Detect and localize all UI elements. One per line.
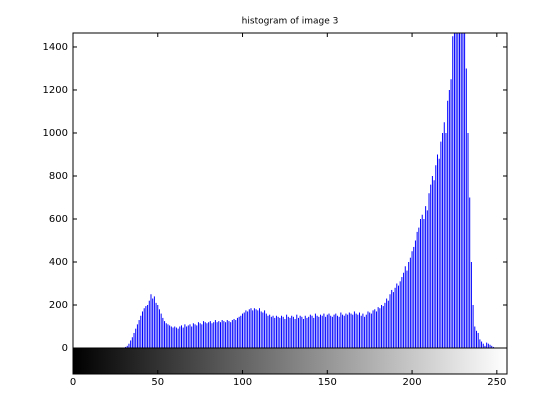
bars bbox=[123, 33, 494, 348]
y-tick-label: 1400 bbox=[43, 42, 68, 53]
x-tick-label: 200 bbox=[403, 377, 422, 388]
axes-frame bbox=[72, 32, 508, 375]
x-tick-label: 150 bbox=[318, 377, 337, 388]
x-tick-label: 50 bbox=[151, 377, 164, 388]
x-tick-label: 0 bbox=[70, 377, 76, 388]
y-tick-label: 200 bbox=[49, 300, 68, 311]
colorbar bbox=[73, 348, 507, 374]
y-tick-label: 1000 bbox=[43, 128, 68, 139]
plot-area bbox=[73, 33, 507, 348]
y-tick-label: 0 bbox=[62, 343, 68, 354]
x-tick-label: 100 bbox=[233, 377, 252, 388]
chart-title: histogram of image 3 bbox=[242, 17, 339, 27]
y-tick-label: 600 bbox=[49, 214, 68, 225]
y-tick-label: 400 bbox=[49, 257, 68, 268]
y-tick-label: 1200 bbox=[43, 85, 68, 96]
y-tick-label: 800 bbox=[49, 171, 68, 182]
ticks: 0 200 400 600 800 1000 1200 1400 0 50 100 150 200 250 bbox=[43, 33, 507, 388]
x-tick-label: 250 bbox=[487, 377, 506, 388]
